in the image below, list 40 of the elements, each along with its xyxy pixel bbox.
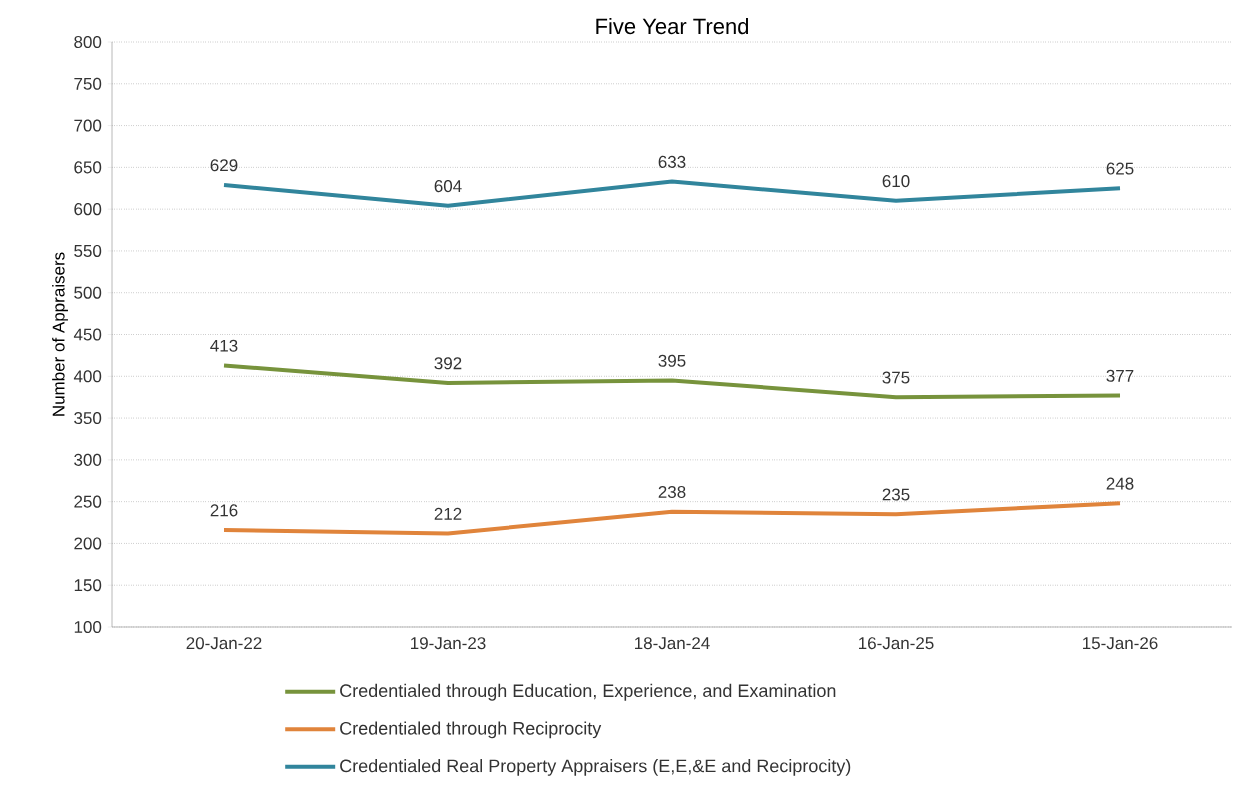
data-label: 216 xyxy=(210,504,238,517)
legend-label: Credentialed through Education, Experience, and Examination xyxy=(340,683,836,701)
y-tick-label: 500 xyxy=(74,286,102,299)
data-label: 248 xyxy=(1106,477,1134,490)
y-tick-label: 600 xyxy=(74,203,102,216)
x-tick-label: 15-Jan-26 xyxy=(1083,637,1158,650)
y-tick-label: 750 xyxy=(74,77,102,90)
y-tick-label: 400 xyxy=(73,370,102,383)
chart-title: Five Year Trend xyxy=(596,17,749,35)
y-tick-label: 550 xyxy=(74,244,102,257)
y-axis-title: Number of Appraisers xyxy=(52,252,68,416)
y-tick-label: 300 xyxy=(74,453,102,466)
y-tick-label: 450 xyxy=(73,328,102,341)
y-tick-label: 700 xyxy=(74,119,102,132)
data-label: 625 xyxy=(1106,162,1134,175)
y-tick-label: 250 xyxy=(74,495,102,508)
y-tick-label: 100 xyxy=(74,620,102,634)
y-tick-label: 800 xyxy=(74,35,102,49)
x-tick-label: 19-Jan-23 xyxy=(411,637,486,650)
data-label: 395 xyxy=(658,354,686,367)
y-tick-label: 350 xyxy=(74,412,102,425)
x-tick-label: 18-Jan-24 xyxy=(635,637,710,650)
legend-label: Credentialed through Reciprocity xyxy=(340,721,602,739)
data-label: 375 xyxy=(882,371,910,384)
data-label: 238 xyxy=(658,485,686,499)
data-label: 629 xyxy=(210,159,238,172)
legend-label: Credentialed Real Property Appraisers (E,E,&E and Reciprocity) xyxy=(340,759,851,776)
y-tick-label: 150 xyxy=(74,579,102,592)
x-tick-label: 16-Jan-25 xyxy=(859,637,934,650)
y-tick-label: 650 xyxy=(74,161,102,174)
data-label: 377 xyxy=(1106,369,1134,382)
x-tick-label: 20-Jan-22 xyxy=(186,637,262,650)
y-tick-label: 200 xyxy=(74,537,102,550)
data-label: 212 xyxy=(434,507,462,520)
data-label: 235 xyxy=(882,488,910,501)
data-label: 610 xyxy=(882,175,910,188)
data-label: 413 xyxy=(210,339,238,352)
data-label: 392 xyxy=(434,357,462,370)
data-label: 633 xyxy=(658,155,686,168)
data-label: 604 xyxy=(434,180,462,193)
